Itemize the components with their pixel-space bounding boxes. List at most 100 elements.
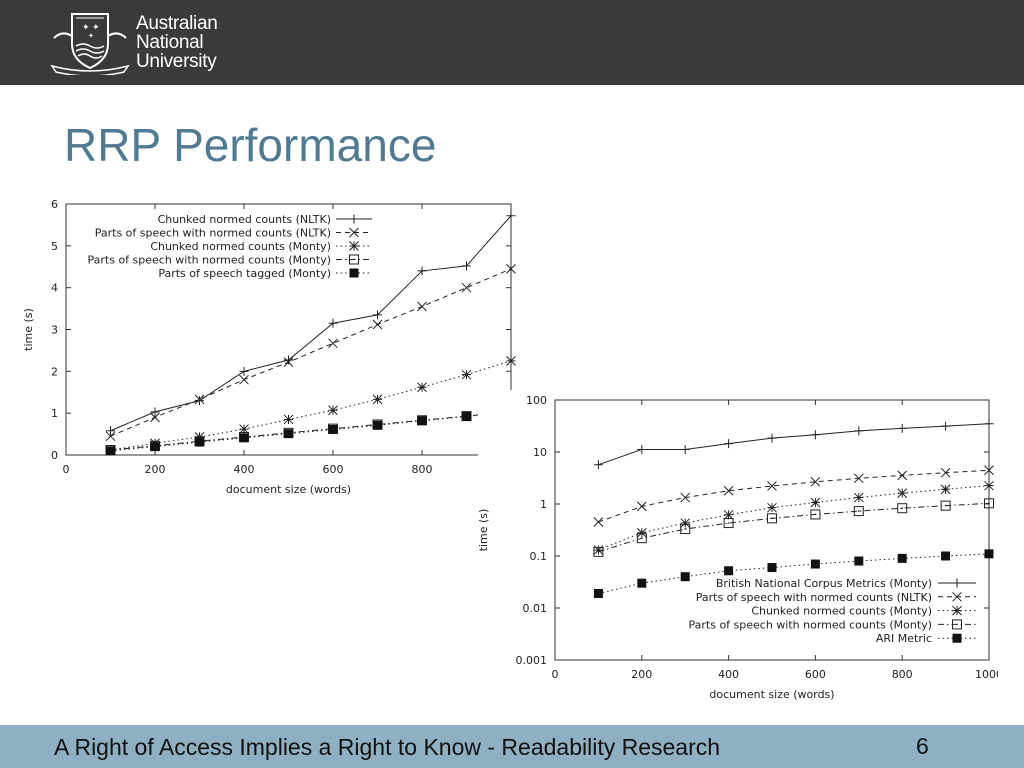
legend-marker bbox=[349, 214, 359, 224]
data-point-dot bbox=[641, 537, 643, 539]
series-2 bbox=[105, 263, 516, 442]
legend-marker bbox=[952, 578, 962, 588]
legend-marker bbox=[952, 633, 962, 643]
data-point bbox=[106, 426, 115, 436]
data-point bbox=[239, 424, 249, 434]
series-line bbox=[110, 411, 512, 452]
data-point bbox=[680, 444, 690, 454]
legend-label: Parts of speech with normed counts (Mont… bbox=[689, 618, 933, 631]
legend-marker-dot bbox=[353, 258, 355, 261]
legend: British National Corpus Metrics (Monty)P… bbox=[689, 577, 976, 645]
slide-title: RRP Performance bbox=[64, 119, 437, 171]
footer-bar: A Right of Access Implies a Right to Kno… bbox=[0, 725, 1024, 768]
data-point bbox=[417, 301, 427, 312]
data-point bbox=[283, 357, 294, 367]
data-point bbox=[105, 431, 116, 442]
data-point bbox=[724, 566, 734, 576]
data-point bbox=[941, 551, 951, 561]
legend-marker bbox=[349, 254, 359, 265]
y-tick-label: 0.01 bbox=[523, 602, 548, 615]
y-axis-label: time (s) bbox=[478, 509, 490, 552]
data-point-dot bbox=[771, 517, 773, 520]
data-point bbox=[636, 501, 647, 512]
linear-time-chart: 020040060080010000123456document size (w… bbox=[18, 195, 518, 500]
series-line bbox=[598, 485, 990, 551]
data-point bbox=[984, 480, 994, 491]
data-point bbox=[767, 513, 777, 524]
anu-crest-icon: ✦ ✦ ✦ bbox=[50, 13, 130, 75]
y-tick-label: 6 bbox=[51, 198, 58, 211]
x-tick-label: 0 bbox=[552, 668, 559, 681]
data-point bbox=[637, 444, 647, 454]
data-point bbox=[810, 430, 820, 440]
legend: Chunked normed counts (NLTK)Parts of spe… bbox=[88, 213, 372, 280]
data-point bbox=[680, 524, 691, 535]
series-4 bbox=[593, 498, 994, 557]
data-point bbox=[593, 517, 604, 527]
series-line bbox=[598, 502, 990, 553]
data-point bbox=[373, 310, 382, 320]
legend-marker bbox=[952, 619, 962, 630]
data-point bbox=[940, 467, 951, 478]
series-2 bbox=[593, 465, 994, 527]
data-point-dot bbox=[944, 504, 947, 507]
legend-label: Parts of speech tagged (Monty) bbox=[158, 267, 331, 280]
logo-line-2: National bbox=[136, 32, 204, 53]
legend-marker bbox=[349, 227, 359, 238]
data-point bbox=[637, 578, 647, 588]
data-point bbox=[854, 426, 864, 436]
data-point bbox=[195, 437, 204, 447]
series-3 bbox=[593, 480, 994, 555]
data-point bbox=[284, 355, 293, 365]
y-tick-label: 2 bbox=[51, 365, 58, 378]
data-point bbox=[724, 439, 734, 449]
legend-marker bbox=[952, 605, 962, 616]
data-point-dot bbox=[684, 528, 686, 530]
data-point bbox=[767, 502, 777, 513]
y-axis-label: time (s) bbox=[22, 308, 35, 351]
data-point bbox=[853, 492, 864, 503]
data-point bbox=[723, 518, 734, 529]
legend-marker-dot bbox=[956, 623, 958, 626]
data-point bbox=[984, 419, 994, 429]
data-point bbox=[372, 319, 383, 330]
data-point bbox=[461, 369, 472, 380]
data-point bbox=[810, 476, 821, 487]
data-point bbox=[417, 266, 427, 276]
data-point bbox=[150, 412, 160, 423]
y-tick-label: 100 bbox=[526, 394, 547, 407]
legend-label: Parts of speech with normed counts (NLTK… bbox=[696, 591, 932, 604]
svg-text:✦: ✦ bbox=[88, 32, 94, 40]
data-point bbox=[680, 518, 691, 528]
legend-label: Parts of speech with normed counts (NLTK… bbox=[95, 227, 331, 240]
data-point-dot bbox=[988, 502, 990, 505]
plot-frame bbox=[554, 399, 990, 661]
legend-marker bbox=[952, 591, 962, 602]
x-tick-label: 600 bbox=[323, 463, 344, 476]
legend-label: Chunked normed counts (Monty) bbox=[751, 605, 932, 618]
x-tick-label: 200 bbox=[631, 668, 652, 681]
y-tick-label: 0.1 bbox=[530, 550, 548, 563]
series-line bbox=[598, 469, 990, 523]
x-tick-label: 600 bbox=[805, 668, 826, 681]
data-point bbox=[810, 497, 821, 508]
data-point bbox=[854, 556, 864, 566]
y-tick-label: 4 bbox=[51, 282, 58, 295]
data-point bbox=[283, 414, 294, 425]
data-point bbox=[593, 460, 603, 470]
data-point bbox=[506, 263, 516, 274]
logo-wordmark: Australian National University bbox=[136, 14, 218, 71]
data-point bbox=[636, 533, 647, 544]
data-point bbox=[897, 423, 907, 433]
data-point bbox=[417, 416, 427, 426]
data-point bbox=[680, 492, 691, 503]
data-point bbox=[853, 506, 864, 517]
y-tick-label: 3 bbox=[51, 324, 58, 337]
series-5 bbox=[593, 549, 994, 599]
x-tick-label: 800 bbox=[412, 463, 433, 476]
legend-label: ARI Metric bbox=[876, 632, 932, 645]
data-point bbox=[284, 429, 293, 439]
data-point bbox=[810, 509, 821, 520]
data-point bbox=[106, 446, 115, 456]
footer-text: A Right of Access Implies a Right to Kno… bbox=[54, 734, 721, 760]
